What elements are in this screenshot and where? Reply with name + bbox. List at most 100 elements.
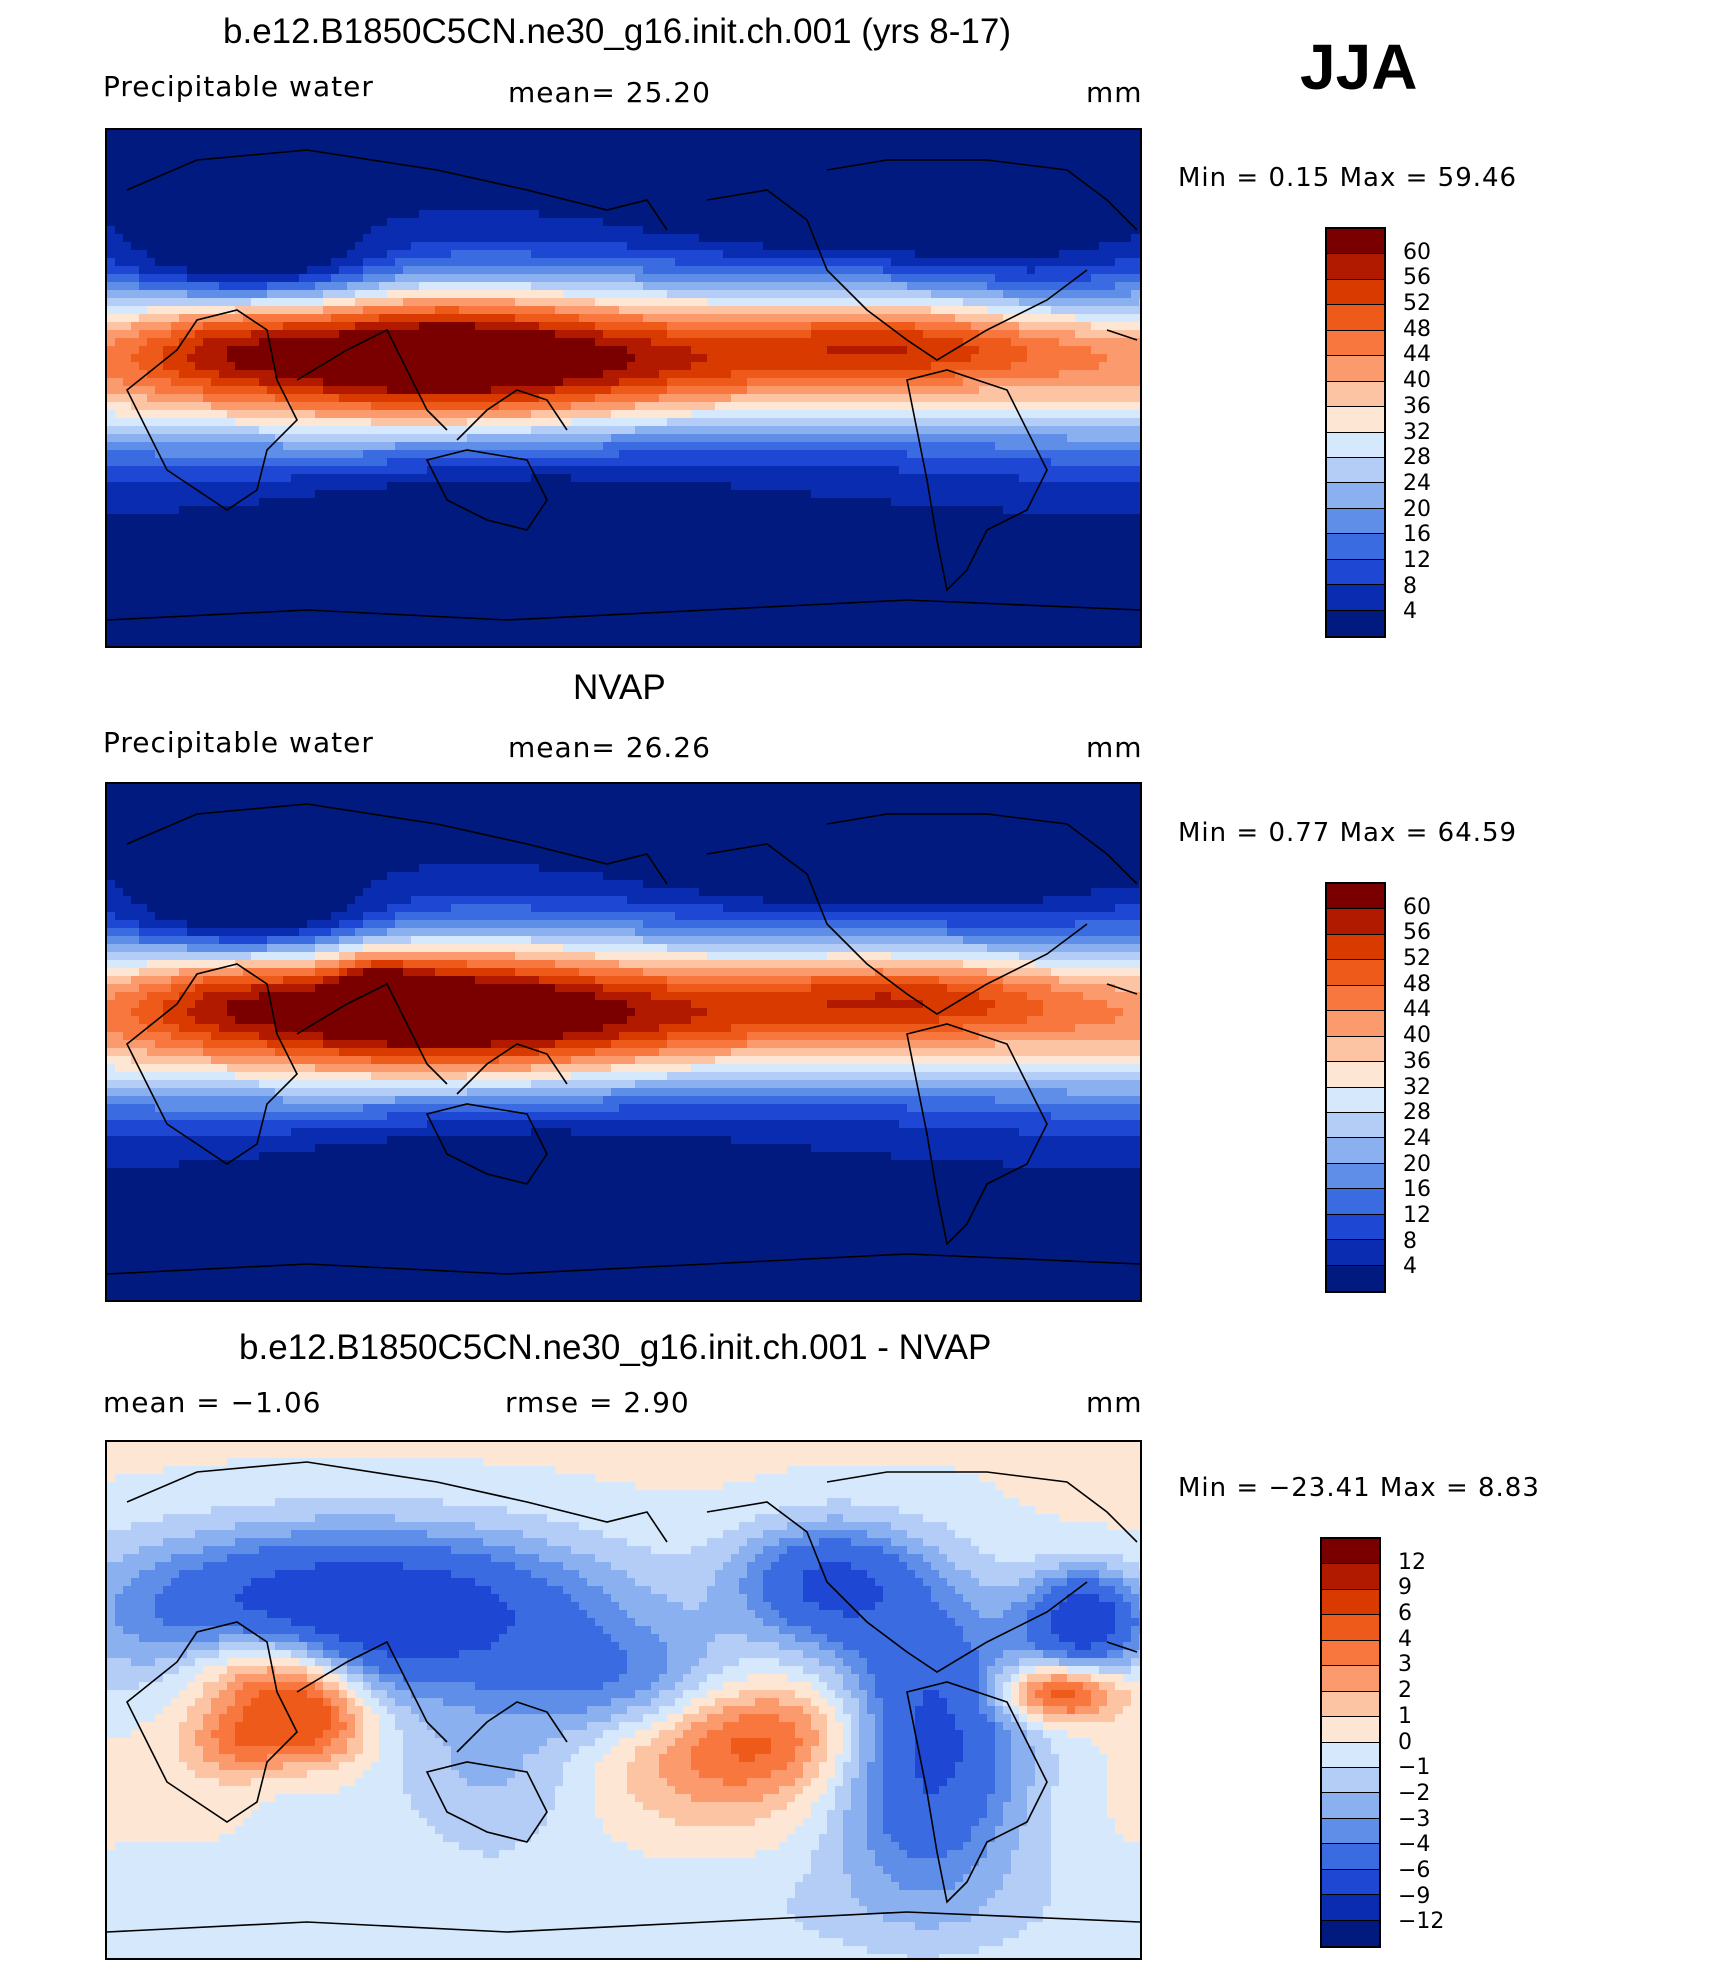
colorbar-segment (1327, 610, 1384, 636)
colorbar-tick-label: 40 (1403, 1025, 1431, 1047)
colorbar-tick-label: 16 (1403, 1179, 1431, 1201)
coastline-path (456, 1043, 568, 1095)
colorbar-segment (1327, 585, 1384, 611)
colorbar-tick-label: 12 (1398, 1551, 1426, 1574)
coastline-path (107, 599, 1140, 621)
season-label: JJA (1300, 30, 1417, 104)
colorbar-segment (1322, 1691, 1379, 1718)
panel-3-rmse: rmse = 2.90 (505, 1386, 690, 1419)
coastline-path (456, 1701, 568, 1753)
colorbar-tick-label: 4 (1403, 1256, 1417, 1278)
colorbar-tick-label: 32 (1403, 421, 1431, 444)
panel-1-mean: mean= 25.20 (508, 76, 711, 109)
panel-1-minmax: Min = 0.15 Max = 59.46 (1178, 163, 1517, 193)
colorbar-segment (1322, 1564, 1379, 1590)
colorbar-tick-label: 52 (1403, 293, 1431, 315)
panel-3-colorbar-labels: 12 9 6 4 3 2 1 0 −1 −2 −3 −4 −6 −9 −12 (1398, 1537, 1458, 1948)
colorbar-tick-label: 48 (1403, 973, 1431, 996)
colorbar-tick-label: −12 (1398, 1911, 1444, 1933)
panel-2-units: mm (1086, 731, 1143, 764)
panel-1-colorbar (1325, 227, 1386, 638)
panel-3-units: mm (1086, 1386, 1143, 1419)
panel-2-map-svg (107, 784, 1140, 1300)
colorbar-segment (1322, 1615, 1379, 1641)
colorbar-segment (1327, 1163, 1384, 1190)
colorbar-segment (1327, 356, 1384, 382)
coastline-path (1106, 983, 1138, 995)
panel-2-title: NVAP (573, 668, 666, 708)
coastline-path (125, 309, 298, 511)
field-layer (107, 1442, 1140, 1958)
colorbar-segment (1327, 457, 1384, 484)
panel-1-variable: Precipitable water (103, 70, 374, 103)
colorbar-segment (1327, 1265, 1384, 1291)
coastline-path (107, 1253, 1140, 1275)
colorbar-tick-label: 8 (1403, 1230, 1417, 1253)
colorbar-segment (1327, 1214, 1384, 1241)
colorbar-segment (1322, 1640, 1379, 1667)
coastline-path (906, 369, 1048, 592)
panel-2-colorbar (1325, 882, 1386, 1293)
panel-2-minmax: Min = 0.77 Max = 64.59 (1178, 818, 1517, 848)
colorbar-segment (1322, 1793, 1379, 1819)
colorbar-segment (1327, 534, 1384, 560)
colorbar-segment (1327, 985, 1384, 1012)
colorbar-tick-label: 32 (1403, 1076, 1431, 1099)
colorbar-segment (1327, 508, 1384, 535)
colorbar-segment (1327, 559, 1384, 586)
colorbar-tick-label: 20 (1403, 1153, 1431, 1176)
coastlines (107, 149, 1140, 621)
colorbar-tick-label: 52 (1403, 948, 1431, 970)
colorbar-segment (1327, 381, 1384, 408)
colorbar-tick-label: 48 (1403, 318, 1431, 341)
coastline-path (126, 1461, 668, 1543)
panel-1-units: mm (1086, 76, 1143, 109)
colorbar-segment (1327, 909, 1384, 935)
colorbar-segment (1322, 1767, 1379, 1794)
panel-3-minmax: Min = −23.41 Max = 8.83 (1178, 1473, 1540, 1503)
colorbar-segment (1327, 934, 1384, 961)
colorbar-tick-label: 12 (1403, 1204, 1431, 1227)
panel-2-map (105, 782, 1142, 1302)
colorbar-tick-label: 2 (1398, 1680, 1412, 1702)
colorbar-segment (1327, 1087, 1384, 1113)
colorbar-segment (1327, 1240, 1384, 1266)
colorbar-tick-label: 44 (1403, 999, 1431, 1021)
colorbar-segment (1322, 1589, 1379, 1616)
colorbar-tick-label: 0 (1398, 1731, 1412, 1754)
colorbar-tick-label: 24 (1403, 1127, 1431, 1150)
coastline-path (906, 1681, 1048, 1904)
panel-3-map-svg (107, 1442, 1140, 1958)
colorbar-tick-label: 4 (1398, 1628, 1412, 1651)
colorbar-tick-label: 60 (1403, 241, 1431, 264)
coastline-path (425, 449, 548, 531)
colorbar-tick-label: 4 (1403, 601, 1417, 623)
colorbar-tick-label: 9 (1398, 1577, 1412, 1599)
coastlines (107, 803, 1140, 1275)
panel-3-map (105, 1440, 1142, 1960)
colorbar-segment (1327, 884, 1384, 910)
colorbar-tick-label: −4 (1398, 1834, 1430, 1856)
colorbar-segment (1322, 1818, 1379, 1845)
coastline-path (1106, 1641, 1138, 1653)
coastline-path (125, 1621, 298, 1823)
panel-3-title: b.e12.B1850C5CN.ne30_g16.init.ch.001 - N… (239, 1328, 991, 1368)
coastline-path (706, 843, 1088, 1015)
colorbar-segment (1322, 1539, 1379, 1565)
panel-1-map (105, 128, 1142, 648)
coastline-path (126, 149, 668, 231)
colorbar-segment (1327, 229, 1384, 255)
panel-2-mean: mean= 26.26 (508, 731, 711, 764)
colorbar-segment (1327, 1011, 1384, 1037)
colorbar-tick-label: 20 (1403, 498, 1431, 521)
colorbar-segment (1322, 1920, 1379, 1946)
colorbar-segment (1327, 960, 1384, 986)
coastline-path (826, 159, 1138, 231)
colorbar-tick-label: 1 (1398, 1705, 1412, 1728)
colorbar-segment (1327, 330, 1384, 357)
panel-2-variable: Precipitable water (103, 726, 374, 759)
colorbar-tick-label: −2 (1398, 1782, 1430, 1805)
coastline-path (706, 189, 1088, 361)
colorbar-tick-label: 16 (1403, 524, 1431, 546)
colorbar-tick-label: 28 (1403, 447, 1431, 469)
